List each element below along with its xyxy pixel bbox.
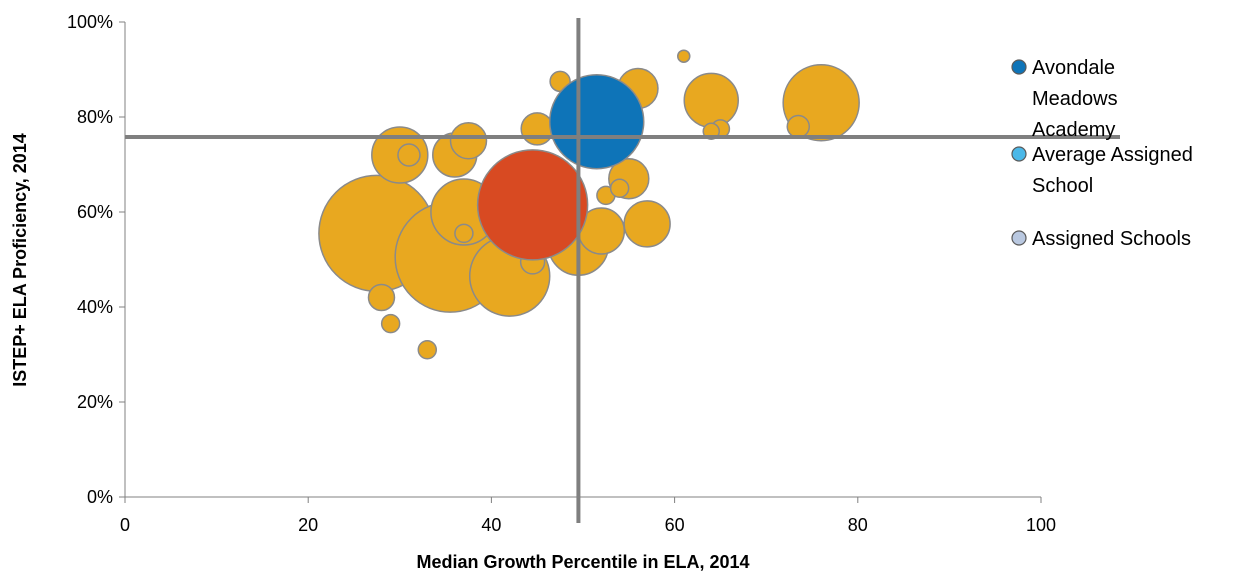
legend-label: Average Assigned <box>1032 144 1193 166</box>
bubble-assigned-schools-23 <box>677 49 691 63</box>
x-tick-label: 100 <box>1026 515 1056 535</box>
bubble-assigned-schools-18 <box>380 313 401 334</box>
legend-label: School <box>1032 175 1093 197</box>
y-tick-label: 80% <box>77 107 113 127</box>
y-tick-label: 100% <box>67 12 113 32</box>
x-axis-title: Median Growth Percentile in ELA, 2014 <box>416 552 749 572</box>
bubble-assigned-schools-13 <box>520 112 554 146</box>
bubble-assigned-schools-12 <box>449 122 488 160</box>
bubble-assigned-schools-19 <box>417 340 438 360</box>
legend-marker <box>1011 146 1027 162</box>
x-tick-label: 40 <box>481 515 501 535</box>
legend-label: Assigned Schools <box>1032 228 1191 250</box>
bubble-avondale-meadows-academy-0 <box>548 74 645 170</box>
y-tick-label: 20% <box>77 392 113 412</box>
legend-item-assigned-schools: Assigned Schools <box>1011 228 1191 250</box>
x-tick-label: 0 <box>120 515 130 535</box>
legend: Avondale Meadows Academy Average Assigned Sc… <box>1011 57 1193 250</box>
bubble-assigned-schools-15 <box>397 143 421 167</box>
bubble-average-assigned-school-0 <box>476 149 589 261</box>
bubble-assigned-schools-16 <box>454 223 474 244</box>
bubble-assigned-schools-26 <box>786 114 811 139</box>
x-tick-label: 20 <box>298 515 318 535</box>
x-tick-label: 80 <box>848 515 868 535</box>
legend-item-average-assigned-school: Average Assigned School <box>1011 144 1193 197</box>
x-tick-label: 60 <box>665 515 685 535</box>
plot-area <box>125 18 1120 523</box>
legend-label: Meadows <box>1032 88 1118 110</box>
legend-item-avondale-meadows-academy: Avondale Meadows Academy <box>1011 57 1118 141</box>
y-tick-label: 0% <box>87 487 113 507</box>
bubble-assigned-schools-8 <box>683 72 739 129</box>
bubble-assigned-schools-17 <box>367 283 396 312</box>
legend-marker <box>1011 230 1027 246</box>
y-axis-title: ISTEP+ ELA Proficiency, 2014 <box>10 133 30 387</box>
legend-label: Avondale <box>1032 57 1115 79</box>
bubble-assigned-schools-14 <box>623 200 671 248</box>
y-tick-label: 40% <box>77 297 113 317</box>
legend-label: Academy <box>1032 119 1115 141</box>
axes: 0% 20% 40% 60% 80% 100% 0 20 40 60 80 100 <box>67 12 1056 535</box>
bubble-assigned-schools-22 <box>609 178 630 198</box>
y-tick-label: 60% <box>77 202 113 222</box>
legend-marker <box>1011 59 1027 75</box>
